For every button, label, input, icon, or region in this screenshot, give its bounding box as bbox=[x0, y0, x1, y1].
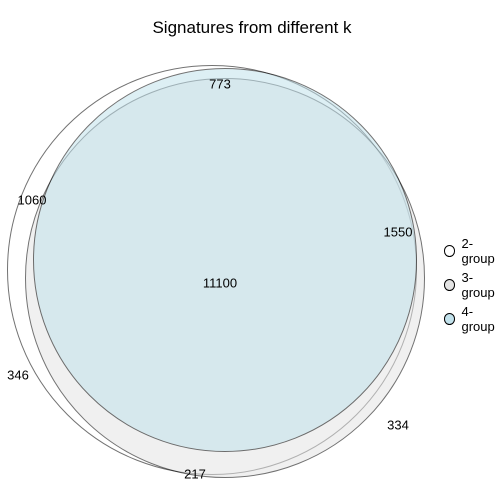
region-label: 334 bbox=[387, 418, 409, 433]
region-label: 773 bbox=[209, 77, 231, 92]
legend-swatch-3-group bbox=[444, 279, 455, 291]
region-label: 217 bbox=[184, 467, 206, 482]
region-label: 1060 bbox=[18, 193, 47, 208]
region-label: 11100 bbox=[203, 276, 237, 291]
legend-label: 2-group bbox=[461, 236, 504, 266]
legend-label: 4-group bbox=[461, 304, 504, 334]
venn-diagram-stage: Signatures from different k 773 1060 155… bbox=[0, 0, 504, 504]
chart-title: Signatures from different k bbox=[0, 18, 504, 38]
region-label: 1550 bbox=[384, 225, 413, 240]
legend-item-2-group: 2-group bbox=[444, 236, 504, 266]
legend-label: 3-group bbox=[461, 270, 504, 300]
legend-item-3-group: 3-group bbox=[444, 270, 504, 300]
legend-swatch-2-group bbox=[444, 245, 455, 257]
legend: 2-group 3-group 4-group bbox=[444, 236, 504, 338]
region-label: 346 bbox=[7, 368, 29, 383]
venn-circle-4-group bbox=[33, 68, 417, 452]
legend-item-4-group: 4-group bbox=[444, 304, 504, 334]
legend-swatch-4-group bbox=[444, 313, 455, 325]
